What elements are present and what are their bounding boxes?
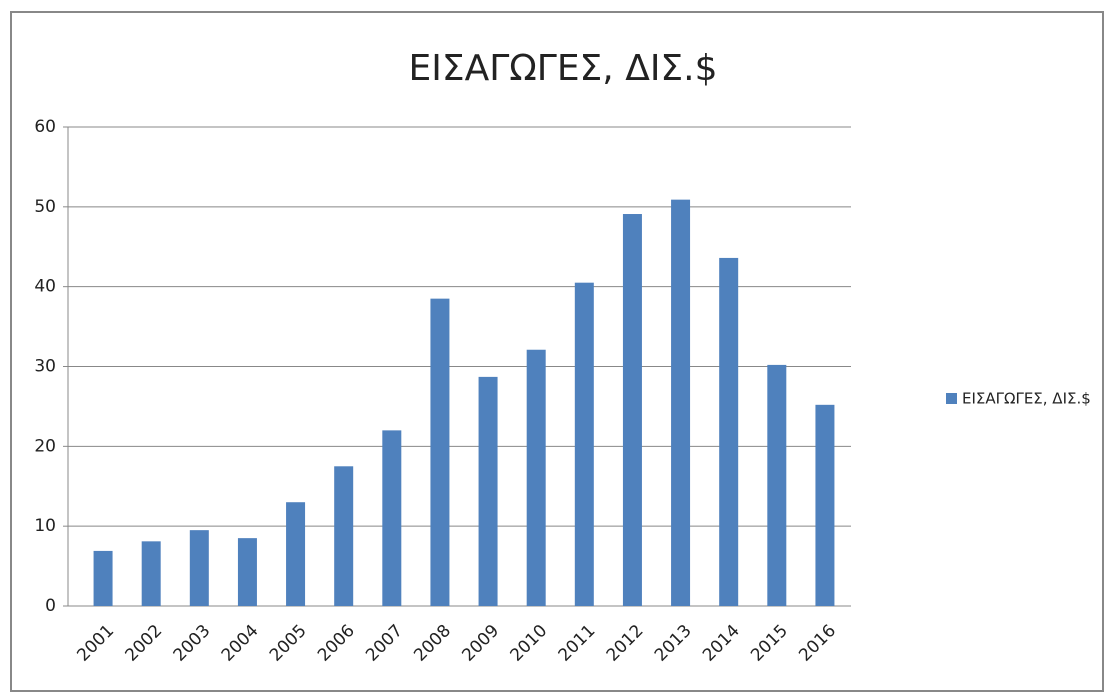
y-tick-label: 30	[34, 357, 56, 377]
bar	[430, 298, 450, 606]
legend-swatch	[946, 393, 957, 404]
bar	[719, 257, 739, 606]
y-tick-label: 50	[34, 197, 56, 217]
legend-label: ΕΙΣΑΓΩΓΕΣ, ΔΙΣ.$	[962, 390, 1091, 408]
bar	[237, 538, 257, 606]
chart-frame	[10, 11, 1104, 692]
bar	[141, 541, 161, 606]
bar	[815, 404, 835, 606]
bar	[286, 502, 306, 606]
chart-title: ΕΙΣΑΓΩΓΕΣ, ΔΙΣ.$	[408, 48, 717, 89]
bar	[478, 376, 498, 606]
bar	[93, 550, 113, 606]
y-tick-label: 60	[34, 117, 56, 137]
bar	[622, 214, 642, 607]
y-tick-label: 20	[34, 436, 56, 456]
bar	[767, 364, 787, 606]
bar	[526, 349, 546, 606]
y-tick-label: 40	[34, 277, 56, 297]
bar	[671, 199, 691, 607]
y-tick-label: 10	[34, 516, 56, 536]
bar	[189, 530, 209, 606]
y-tick-label: 0	[45, 596, 56, 616]
bar	[382, 430, 402, 606]
bar	[334, 466, 354, 606]
bar	[574, 282, 594, 606]
